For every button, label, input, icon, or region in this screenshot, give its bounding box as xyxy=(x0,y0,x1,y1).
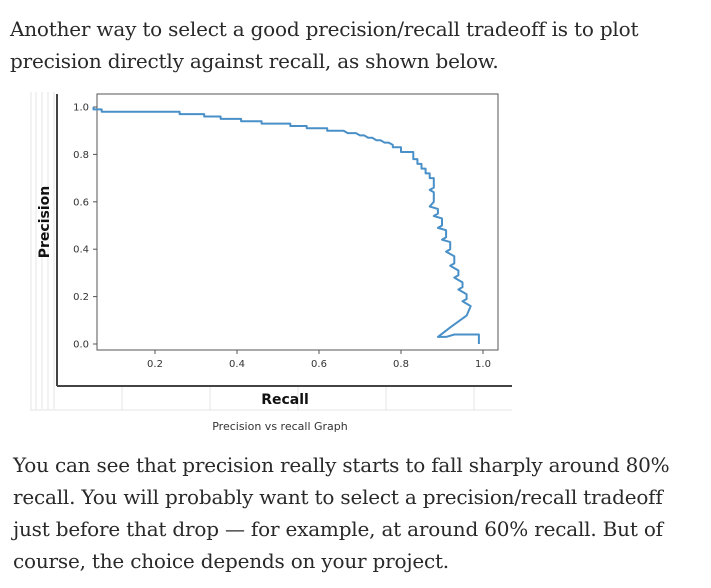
x-tick-label: 0.6 xyxy=(311,359,327,370)
y-axis-label: Precision xyxy=(37,186,53,258)
precision-recall-figure: 0.2 0.4 0.6 0.8 1.0 0.0 0.2 0.4 0.6 0.8 1.0 Recal… xyxy=(30,90,514,412)
background-grid xyxy=(30,92,512,411)
y-tick-label: 0.8 xyxy=(73,150,89,161)
intro-paragraph: Another way to select a good precision/r… xyxy=(10,17,639,73)
y-axis-ticks: 0.0 0.2 0.4 0.6 0.8 1.0 xyxy=(73,103,97,351)
x-axis-label: Recall xyxy=(261,392,309,408)
precision-recall-chart: 0.2 0.4 0.6 0.8 1.0 0.0 0.2 0.4 0.6 0.8 1.0 Recal… xyxy=(30,92,512,411)
y-tick-label: 1.0 xyxy=(73,103,89,114)
x-tick-label: 0.8 xyxy=(393,359,409,370)
precision-recall-curve xyxy=(92,107,480,344)
x-tick-label: 0.2 xyxy=(147,359,163,370)
outro-paragraph: You can see that precision really starts… xyxy=(13,453,670,573)
x-tick-label: 0.4 xyxy=(229,359,245,370)
y-tick-label: 0.4 xyxy=(73,245,89,256)
y-tick-label: 0.6 xyxy=(73,197,89,208)
x-axis-ticks: 0.2 0.4 0.6 0.8 1.0 xyxy=(147,350,491,370)
x-tick-label: 1.0 xyxy=(475,359,491,370)
y-tick-label: 0.0 xyxy=(73,340,89,351)
y-tick-label: 0.2 xyxy=(73,292,89,303)
figure-caption: Precision vs recall Graph xyxy=(212,420,348,433)
plot-frame xyxy=(96,93,499,351)
